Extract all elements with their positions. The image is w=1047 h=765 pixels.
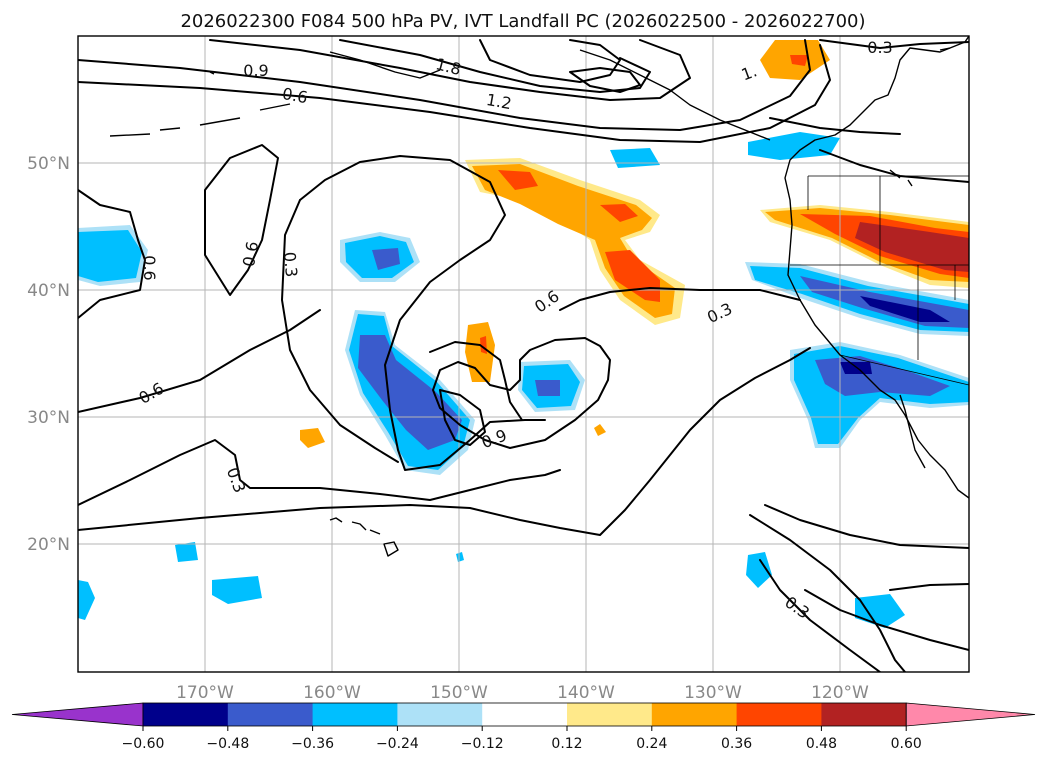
contour-label: 0.3: [280, 251, 301, 278]
colorbar-tick-label: 0.36: [721, 736, 752, 752]
colorbar-frame: [142, 702, 907, 727]
colorbar-bin: [312, 703, 398, 726]
negative-anomaly-west-edge-core: [78, 230, 142, 282]
negative-anomaly-upper-dark: [372, 248, 400, 270]
contour-label: 0.6: [281, 84, 309, 107]
colorbar-bin: [736, 703, 822, 726]
lon-label-120w: 120°W: [811, 683, 869, 703]
contour-label: 0.3: [867, 38, 892, 57]
pv-contours: [78, 39, 969, 672]
latitude-labels: 50°N 40°N 30°N 20°N: [27, 154, 70, 555]
contour-label: 0.9: [243, 61, 268, 80]
colorbar-bin: [143, 703, 229, 726]
colorbar-tick-label: 0.24: [636, 736, 667, 752]
positive-anomaly-small-west: [300, 428, 325, 448]
negative-anomaly-small-2: [212, 576, 262, 604]
negative-anomaly-trough-core: [358, 335, 462, 450]
lon-label-150w: 150°W: [430, 683, 488, 703]
contour-label: 0.6: [239, 240, 262, 268]
colorbar-bin: [482, 703, 568, 726]
positive-anomaly-oregon-max: [855, 222, 969, 272]
coastlines: [109, 36, 969, 557]
contour-label: 1.: [739, 61, 760, 84]
negative-anomaly-small-3: [78, 580, 95, 620]
lat-label-30n: 30°N: [27, 408, 70, 428]
negative-anomaly-small-1: [175, 542, 198, 562]
positive-anomaly-bc-core: [790, 55, 808, 66]
longitude-labels: 170°W 160°W 150°W 140°W 130°W 120°W: [176, 683, 869, 703]
colorbar-tick-label: −0.36: [291, 736, 334, 752]
colorbar-tick-label: 0.60: [891, 736, 922, 752]
colorbar: −0.60 −0.48 −0.36 −0.24 −0.12 0.12 0.24 0.36 0.4…: [11, 702, 1036, 752]
colorbar-tick-label: −0.48: [206, 736, 249, 752]
colorbar-bin: [651, 703, 738, 726]
positive-anomaly-dot: [594, 424, 606, 436]
colorbar-tick-label: 0.12: [551, 736, 582, 752]
colorbar-tick-label: −0.60: [122, 736, 165, 752]
colorbar-bin: [567, 703, 653, 726]
contour-label: 0.6: [140, 255, 159, 280]
map-area: [78, 36, 969, 672]
map-frame: [77, 35, 970, 673]
negative-anomaly-norcal-max: [860, 296, 950, 322]
lon-label-130w: 130°W: [684, 683, 742, 703]
lat-label-20n: 20°N: [27, 535, 70, 555]
lon-label-140w: 140°W: [557, 683, 615, 703]
colorbar-bin: [227, 703, 314, 726]
colorbar-extend-low: [11, 702, 144, 727]
colorbar-tick-label: 0.48: [806, 736, 837, 752]
lon-label-170w: 170°W: [176, 683, 234, 703]
colorbar-bin: [821, 703, 907, 726]
figure-title: 2026022300 F084 500 hPa PV, IVT Landfall…: [180, 11, 865, 32]
negative-anomaly-socal-max: [840, 362, 872, 374]
lat-label-40n: 40°N: [27, 281, 70, 301]
contour-label: 1.2: [485, 90, 513, 113]
negative-anomaly-center-dark: [535, 380, 560, 396]
colorbar-tick-label: −0.24: [376, 736, 419, 752]
positive-anomaly-gulf-inner: [498, 170, 660, 302]
colorbar-extend-high: [905, 702, 1036, 727]
negative-anomaly-baja: [746, 552, 772, 588]
lat-label-50n: 50°N: [27, 154, 70, 174]
lon-label-160w: 160°W: [303, 683, 361, 703]
colorbar-tick-label: −0.12: [461, 736, 504, 752]
negative-anomaly-dot: [456, 552, 464, 562]
anomaly-fills: [78, 40, 969, 628]
colorbar-bin: [397, 703, 483, 726]
